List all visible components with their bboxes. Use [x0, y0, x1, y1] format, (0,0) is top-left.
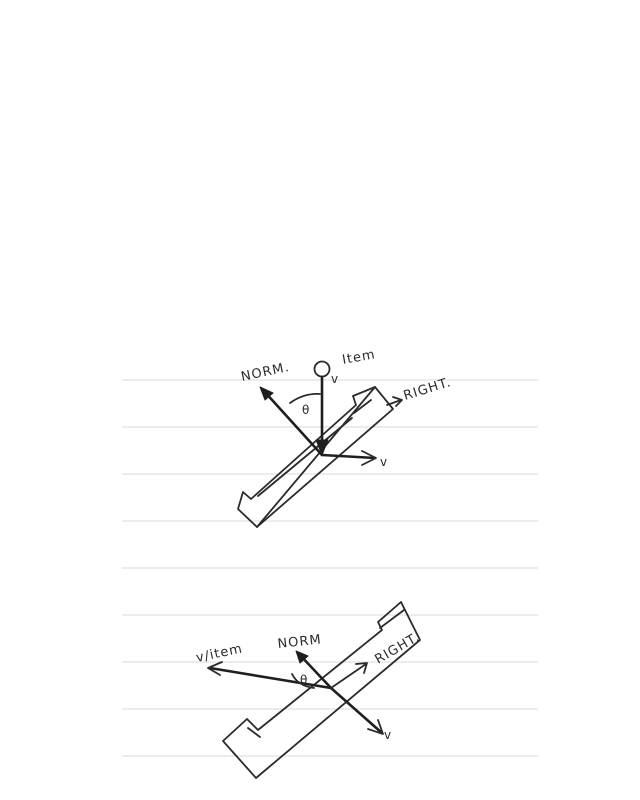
- top-channel-inner: [257, 399, 372, 497]
- top-norm-label: NORM.: [240, 360, 291, 385]
- top-item-label: Item: [341, 347, 377, 368]
- top-channel-outline: [237, 386, 376, 528]
- top-v-item-arrowhead: [315, 439, 329, 456]
- bottom-channel-inner: [247, 609, 405, 738]
- ruled-lines: [122, 379, 538, 757]
- bottom-v-item-arrow: [208, 666, 333, 690]
- top-v-out-label: v: [380, 455, 387, 469]
- bottom-v-out-arrowhead: [367, 719, 384, 735]
- top-v-label: v: [331, 372, 338, 386]
- bottom-theta-arc: [291, 673, 315, 689]
- bottom-v-out-label: v: [384, 728, 391, 742]
- top-theta-arc: [289, 393, 321, 404]
- top-v-out-arrow: [320, 453, 377, 460]
- bottom-v-item-arrowhead: [207, 661, 223, 676]
- bottom-theta-label: θ: [300, 673, 307, 687]
- bottom-right-arrow: [330, 662, 368, 689]
- bottom-v-out-arrow: [329, 686, 384, 735]
- diagram-bottom: v/item NORM RIGHT. θ v: [195, 601, 423, 779]
- top-right-arrow: [386, 396, 403, 407]
- top-item-circle: [313, 360, 331, 378]
- top-norm-arrow: [261, 388, 324, 457]
- bottom-norm-arrowhead: [295, 650, 309, 664]
- top-right-label: RIGHT.: [402, 375, 453, 404]
- top-theta-label: θ: [302, 403, 309, 417]
- bottom-channel-outline: [222, 601, 421, 779]
- top-v-out-arrowhead: [361, 450, 377, 466]
- top-channel-outline-right: [256, 386, 394, 528]
- bottom-norm-label: NORM: [277, 632, 323, 652]
- top-norm-arrowhead: [259, 386, 274, 401]
- diagram-top: NORM. v Item RIGHT. θ v: [237, 347, 453, 528]
